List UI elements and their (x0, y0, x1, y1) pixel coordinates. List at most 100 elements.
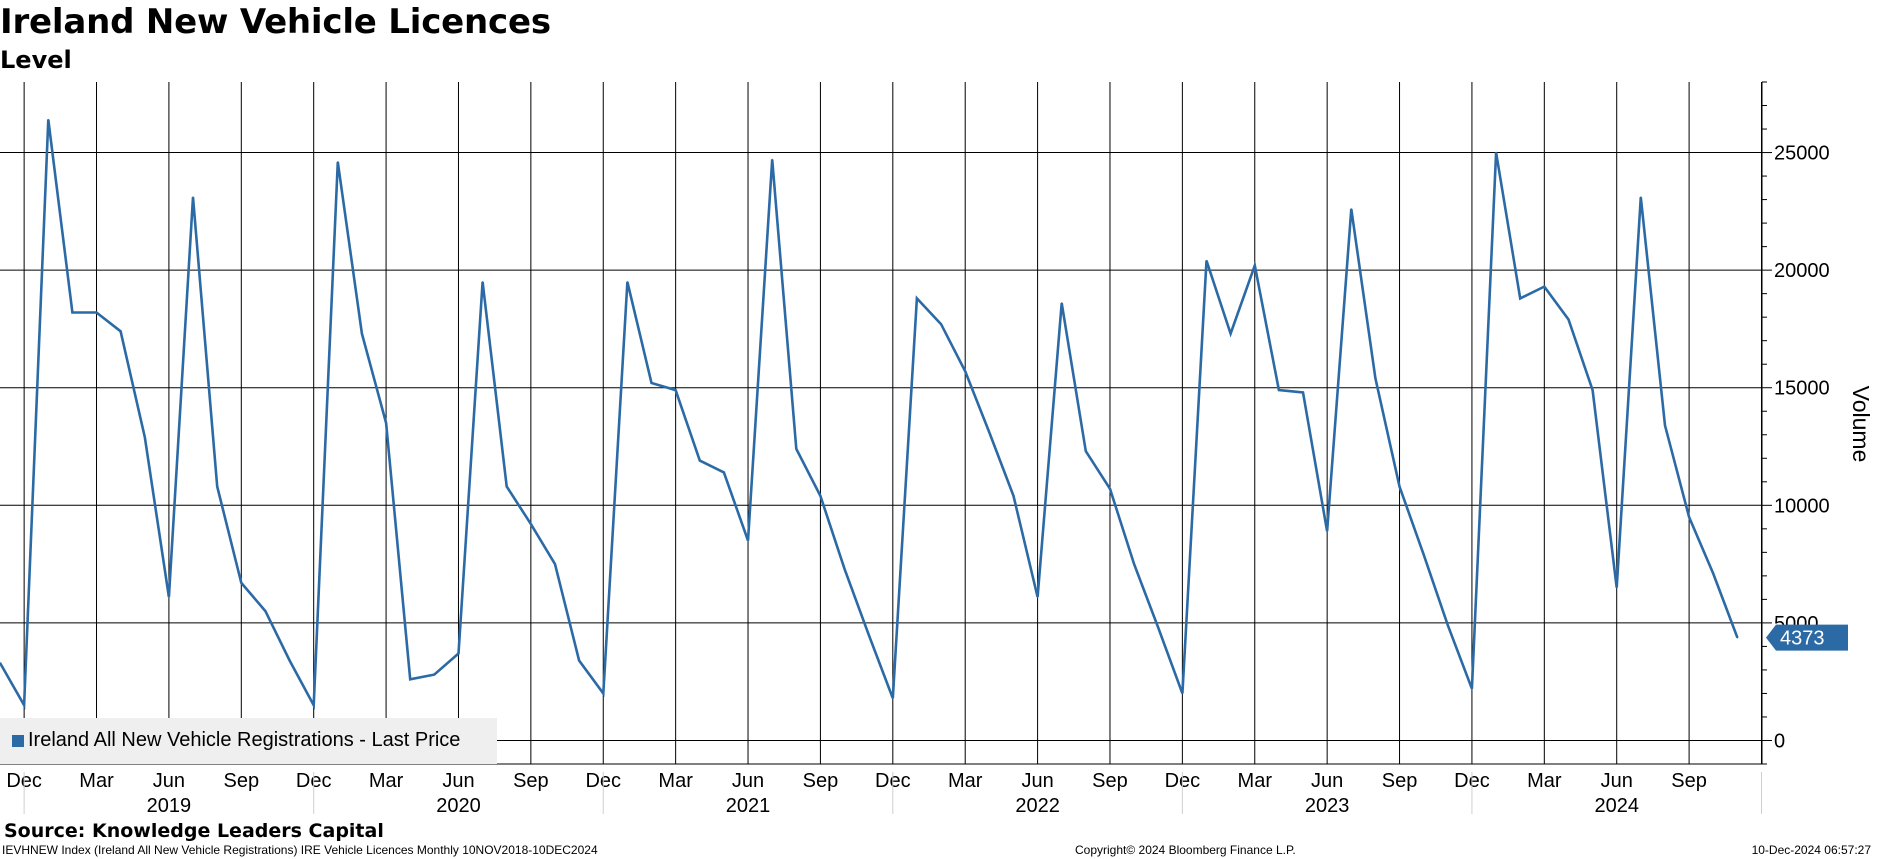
data-point (1471, 687, 1473, 690)
y-tick-label: 0 (1774, 730, 1785, 752)
y-tick-label: 15000 (1774, 378, 1830, 400)
footer-timestamp: 10-Dec-2024 06:57:27 (1751, 843, 1871, 857)
data-point (1229, 332, 1232, 335)
data-point (1326, 530, 1328, 532)
data-point (916, 297, 918, 300)
data-point (843, 568, 846, 570)
legend-label: Ireland All New Vehicle Registrations - … (28, 729, 461, 751)
data-point (1060, 302, 1063, 304)
data-point (1398, 485, 1401, 488)
x-month-label: Mar (948, 770, 983, 792)
data-point (95, 311, 98, 314)
data-point (626, 281, 629, 283)
chart-title: Ireland New Vehicle Licences (0, 2, 551, 42)
data-point (747, 539, 749, 542)
footer-copyright: Copyright© 2024 Bloomberg Finance L.P. (1075, 843, 1296, 857)
last-value-badge-shape (1766, 624, 1848, 651)
y-tick-label: 10000 (1774, 495, 1830, 517)
data-point (47, 118, 50, 121)
data-point (988, 431, 991, 434)
data-point (674, 389, 677, 391)
data-point (409, 678, 412, 681)
x-year-label: 2019 (147, 795, 192, 817)
data-point (1567, 318, 1570, 321)
data-point (23, 704, 25, 707)
x-month-label: Sep (224, 770, 260, 792)
x-month-label: Mar (369, 770, 404, 792)
x-month-label: Jun (442, 770, 474, 792)
x-year-label: 2022 (1015, 795, 1060, 817)
data-point (1495, 151, 1497, 154)
footer-ticker: IEVHNEW Index (Ireland All New Vehicle R… (2, 843, 598, 857)
data-point (1181, 692, 1184, 695)
data-point (433, 673, 436, 676)
x-month-label: Sep (1671, 770, 1707, 792)
x-year-label: 2023 (1305, 795, 1350, 817)
data-point (1591, 389, 1594, 391)
data-point (1036, 596, 1039, 598)
data-point (602, 692, 605, 695)
x-month-label: Mar (1527, 770, 1562, 792)
data-point (554, 563, 556, 565)
data-point (1012, 495, 1015, 497)
series-layer (0, 118, 1739, 710)
data-point (698, 459, 701, 462)
data-point (192, 196, 194, 199)
x-month-label: Mar (79, 770, 114, 792)
data-point (1447, 624, 1449, 627)
data-point (650, 382, 653, 384)
x-month-label: Sep (513, 770, 549, 792)
data-point (1302, 391, 1304, 394)
data-point (0, 662, 1, 664)
source-note: Source: Knowledge Leaders Capital (4, 820, 384, 842)
data-point (1157, 626, 1160, 629)
y-tick-label: 25000 (1774, 143, 1830, 165)
data-point (264, 610, 267, 612)
data-point (1615, 586, 1618, 589)
data-point (288, 659, 291, 662)
x-year-label: 2024 (1594, 795, 1639, 817)
x-month-label: Jun (732, 770, 764, 792)
data-point (1350, 208, 1353, 210)
data-point (1519, 297, 1521, 300)
x-year-label: 2020 (436, 795, 481, 817)
data-point (1109, 488, 1111, 490)
x-month-label: Jun (1311, 770, 1343, 792)
data-point (337, 161, 339, 163)
data-point (940, 323, 942, 326)
data-point (71, 311, 74, 314)
x-month-label: Sep (803, 770, 839, 792)
legend-swatch (12, 735, 24, 747)
data-point (1688, 516, 1690, 518)
data-point (1422, 553, 1425, 556)
data-point (216, 485, 218, 488)
data-point (457, 652, 460, 655)
x-month-label: Mar (658, 770, 693, 792)
x-month-label: Sep (1382, 770, 1418, 792)
data-point (723, 471, 725, 474)
x-month-label: Jun (1021, 770, 1053, 792)
data-point (1736, 636, 1739, 639)
data-point (505, 485, 508, 488)
data-point (819, 495, 822, 497)
data-point (119, 330, 122, 333)
x-month-label: Sep (1092, 770, 1128, 792)
data-point (1543, 285, 1546, 288)
data-point (361, 332, 363, 335)
data-point (1205, 259, 1208, 262)
data-point (312, 704, 315, 707)
data-point (771, 158, 773, 161)
last-value-badge-text: 4373 (1780, 628, 1825, 650)
data-point (892, 697, 894, 699)
data-point (143, 436, 146, 438)
x-axis: Dec Mar Jun Sep Dec Mar Jun Sep Dec Mar Jun Sep Dec M… (0, 763, 1762, 817)
data-point (1278, 389, 1280, 391)
last-value-badge: 4373 (1766, 624, 1848, 651)
data-point (795, 448, 798, 450)
data-point (1640, 196, 1642, 199)
data-point (1085, 450, 1087, 453)
x-month-label: Jun (1601, 770, 1633, 792)
data-point (578, 659, 580, 662)
data-point (240, 582, 243, 584)
